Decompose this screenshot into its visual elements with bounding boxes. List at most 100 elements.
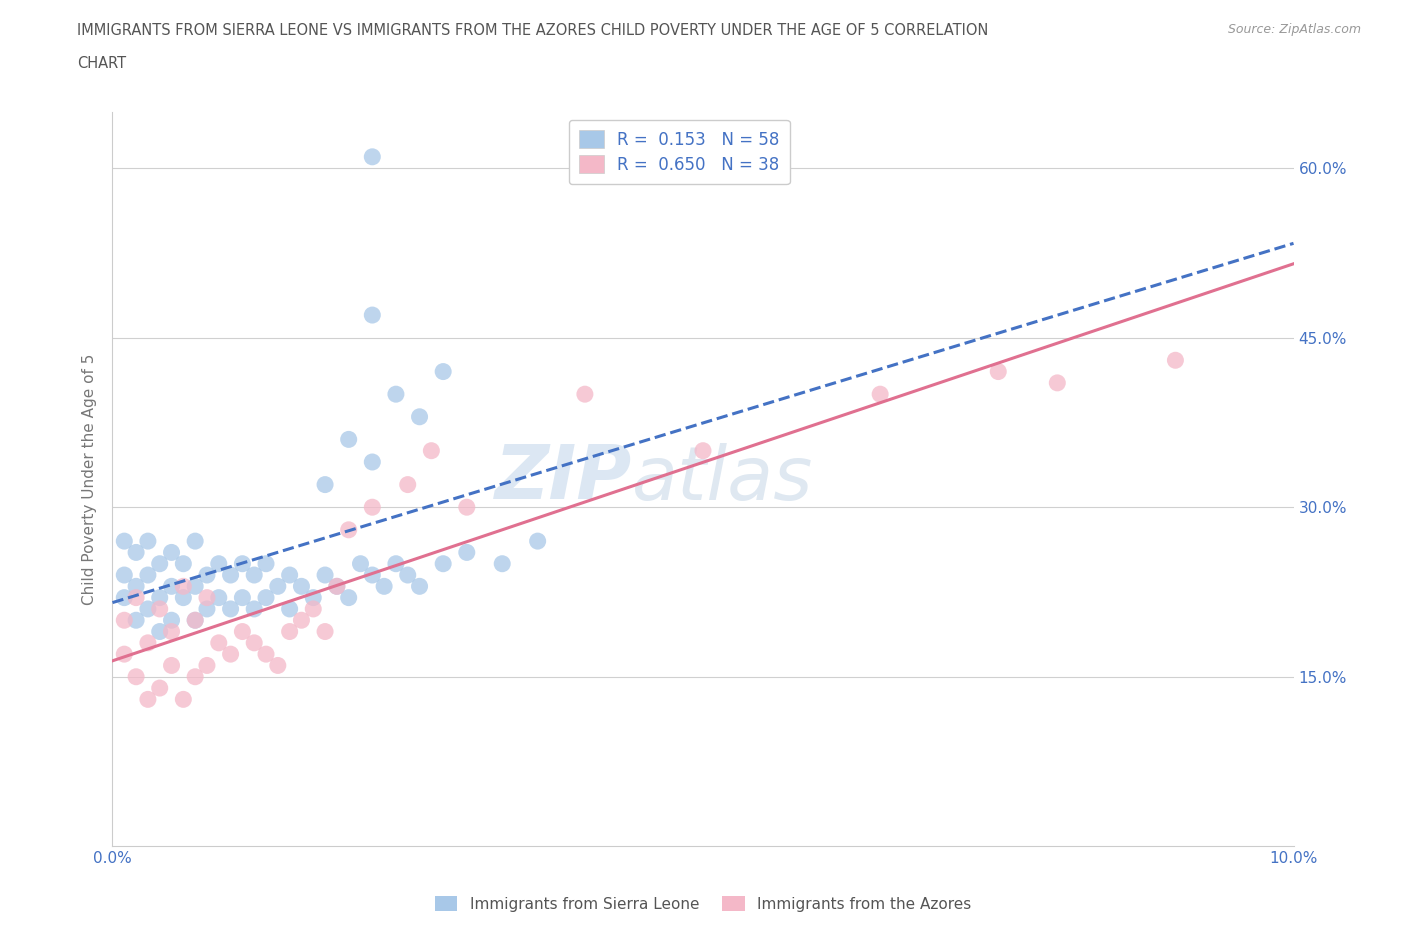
- Point: [149, 591, 172, 605]
- Point: [112, 613, 135, 628]
- Point: [112, 534, 135, 549]
- Point: [208, 635, 231, 650]
- Point: [195, 658, 218, 673]
- Point: [314, 477, 336, 492]
- Point: [254, 591, 277, 605]
- Point: [302, 591, 325, 605]
- Point: [208, 591, 231, 605]
- Point: [337, 523, 360, 538]
- Legend: Immigrants from Sierra Leone, Immigrants from the Azores: Immigrants from Sierra Leone, Immigrants…: [429, 889, 977, 918]
- Point: [160, 545, 183, 560]
- Point: [337, 432, 360, 446]
- Point: [267, 578, 290, 593]
- Point: [219, 646, 242, 661]
- Point: [361, 455, 384, 470]
- Point: [254, 556, 277, 571]
- Point: [456, 499, 478, 514]
- Point: [396, 567, 419, 582]
- Point: [136, 567, 159, 582]
- Point: [125, 578, 148, 593]
- Point: [172, 578, 194, 593]
- Point: [314, 624, 336, 639]
- Point: [361, 499, 384, 514]
- Point: [408, 409, 430, 424]
- Point: [172, 556, 194, 571]
- Point: [112, 567, 135, 582]
- Point: [125, 591, 148, 605]
- Point: [184, 578, 207, 593]
- Point: [208, 556, 231, 571]
- Point: [337, 591, 360, 605]
- Point: [361, 308, 384, 323]
- Point: [195, 591, 218, 605]
- Point: [160, 578, 183, 593]
- Point: [692, 444, 714, 458]
- Point: [278, 602, 301, 617]
- Point: [491, 556, 513, 571]
- Point: [149, 681, 172, 696]
- Point: [243, 602, 266, 617]
- Point: [195, 567, 218, 582]
- Point: [160, 624, 183, 639]
- Text: atlas: atlas: [633, 443, 814, 515]
- Point: [432, 556, 454, 571]
- Point: [373, 578, 395, 593]
- Point: [267, 658, 290, 673]
- Text: CHART: CHART: [77, 56, 127, 71]
- Point: [349, 556, 371, 571]
- Point: [136, 602, 159, 617]
- Point: [254, 646, 277, 661]
- Point: [290, 578, 312, 593]
- Point: [136, 692, 159, 707]
- Point: [408, 578, 430, 593]
- Point: [149, 602, 172, 617]
- Point: [149, 556, 172, 571]
- Point: [361, 150, 384, 165]
- Point: [172, 591, 194, 605]
- Point: [231, 624, 253, 639]
- Point: [987, 365, 1010, 379]
- Point: [278, 624, 301, 639]
- Point: [160, 658, 183, 673]
- Point: [231, 556, 253, 571]
- Point: [243, 635, 266, 650]
- Point: [195, 602, 218, 617]
- Point: [432, 365, 454, 379]
- Point: [1046, 376, 1069, 391]
- Point: [184, 534, 207, 549]
- Point: [112, 591, 135, 605]
- Point: [219, 602, 242, 617]
- Point: [136, 635, 159, 650]
- Point: [574, 387, 596, 402]
- Point: [1164, 352, 1187, 367]
- Point: [136, 534, 159, 549]
- Point: [160, 613, 183, 628]
- Point: [125, 545, 148, 560]
- Point: [361, 567, 384, 582]
- Text: ZIP: ZIP: [495, 443, 633, 515]
- Point: [184, 670, 207, 684]
- Point: [869, 387, 891, 402]
- Point: [149, 624, 172, 639]
- Point: [526, 534, 548, 549]
- Point: [231, 591, 253, 605]
- Point: [219, 567, 242, 582]
- Point: [456, 545, 478, 560]
- Legend: R =  0.153   N = 58, R =  0.650   N = 38: R = 0.153 N = 58, R = 0.650 N = 38: [569, 120, 790, 184]
- Point: [326, 578, 349, 593]
- Point: [184, 613, 207, 628]
- Point: [125, 670, 148, 684]
- Point: [420, 444, 443, 458]
- Point: [385, 556, 408, 571]
- Point: [243, 567, 266, 582]
- Point: [172, 692, 194, 707]
- Point: [125, 613, 148, 628]
- Point: [112, 646, 135, 661]
- Point: [278, 567, 301, 582]
- Point: [302, 602, 325, 617]
- Point: [290, 613, 312, 628]
- Point: [314, 567, 336, 582]
- Point: [385, 387, 408, 402]
- Point: [396, 477, 419, 492]
- Y-axis label: Child Poverty Under the Age of 5: Child Poverty Under the Age of 5: [82, 353, 97, 604]
